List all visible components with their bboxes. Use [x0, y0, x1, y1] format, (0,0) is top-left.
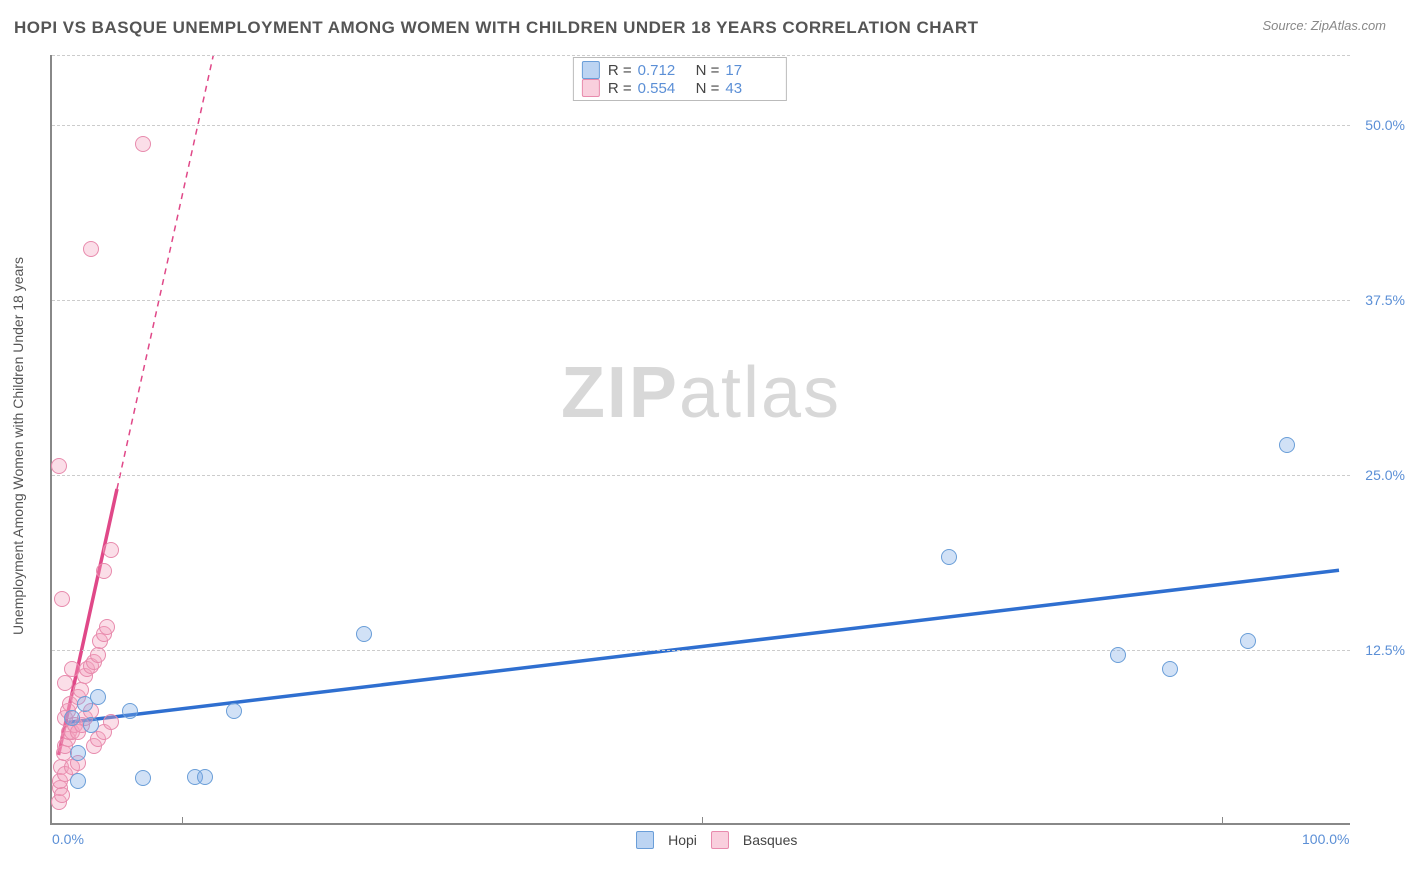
swatch-pink-icon [711, 831, 729, 849]
data-point [83, 717, 99, 733]
series-label: Hopi [668, 832, 697, 848]
data-point [64, 710, 80, 726]
data-point [1162, 661, 1178, 677]
chart-title: HOPI VS BASQUE UNEMPLOYMENT AMONG WOMEN … [14, 18, 979, 38]
xtick-label: 100.0% [1302, 831, 1349, 847]
n-label: N = [696, 62, 720, 79]
xtick-label: 0.0% [52, 831, 84, 847]
data-point [90, 647, 106, 663]
watermark-light: atlas [679, 353, 841, 433]
legend-series: Hopi Basques [636, 831, 797, 849]
data-point [103, 714, 119, 730]
data-point [83, 241, 99, 257]
gridline [52, 55, 1350, 56]
ytick-label: 12.5% [1365, 642, 1405, 658]
ytick-label: 50.0% [1365, 117, 1405, 133]
data-point [135, 770, 151, 786]
n-value: 17 [725, 62, 775, 79]
data-point [96, 563, 112, 579]
data-point [197, 769, 213, 785]
data-point [226, 703, 242, 719]
xtick [1222, 817, 1223, 825]
xtick [702, 817, 703, 825]
ytick-label: 37.5% [1365, 292, 1405, 308]
data-point [135, 136, 151, 152]
r-label: R = [608, 80, 632, 97]
n-label: N = [696, 80, 720, 97]
data-point [51, 458, 67, 474]
gridline [52, 125, 1350, 126]
gridline [52, 475, 1350, 476]
watermark-text: ZIPatlas [561, 352, 841, 434]
trend-lines [52, 55, 1352, 825]
data-point [57, 675, 73, 691]
ytick-label: 25.0% [1365, 467, 1405, 483]
data-point [54, 787, 70, 803]
data-point [1279, 437, 1295, 453]
data-point [90, 689, 106, 705]
r-value: 0.712 [638, 62, 688, 79]
data-point [941, 549, 957, 565]
data-point [64, 661, 80, 677]
legend-row: R = 0.712 N = 17 [582, 61, 776, 79]
gridline [52, 650, 1350, 651]
chart-plot-area: ZIPatlas R = 0.712 N = 17 R = 0.554 N = … [50, 55, 1350, 825]
xtick [182, 817, 183, 825]
series-label: Basques [743, 832, 797, 848]
yaxis-title: Unemployment Among Women with Children U… [10, 257, 26, 635]
legend-row: R = 0.554 N = 43 [582, 79, 776, 97]
data-point [99, 619, 115, 635]
gridline [52, 300, 1350, 301]
r-value: 0.554 [638, 80, 688, 97]
data-point [70, 745, 86, 761]
data-point [54, 591, 70, 607]
data-point [1240, 633, 1256, 649]
swatch-pink-icon [582, 79, 600, 97]
data-point [70, 773, 86, 789]
swatch-blue-icon [582, 61, 600, 79]
data-point [103, 542, 119, 558]
legend-stats: R = 0.712 N = 17 R = 0.554 N = 43 [573, 57, 787, 101]
data-point [1110, 647, 1126, 663]
data-point [356, 626, 372, 642]
source-label: Source: ZipAtlas.com [1262, 18, 1386, 33]
r-label: R = [608, 62, 632, 79]
n-value: 43 [725, 80, 775, 97]
watermark-bold: ZIP [561, 353, 679, 433]
data-point [122, 703, 138, 719]
swatch-blue-icon [636, 831, 654, 849]
